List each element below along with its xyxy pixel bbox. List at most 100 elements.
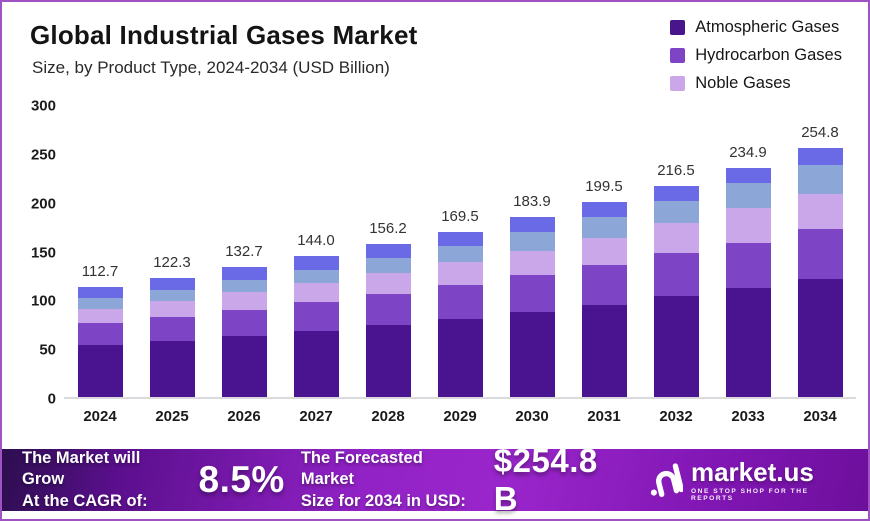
- bar-segment-unlabeled-periwinkle: [365, 244, 411, 259]
- y-tick-label: 100: [30, 292, 56, 310]
- bar-segment-hydrocarbon-gases: [437, 285, 483, 319]
- y-tick-label: 50: [39, 341, 56, 359]
- bar-total-label: 169.5: [441, 207, 479, 225]
- cagr-label-line2: At the CAGR of:: [22, 491, 148, 510]
- bar-segment-atmospheric-gases: [77, 344, 123, 397]
- bar-segment-hydrocarbon-gases: [725, 242, 771, 289]
- bar-segment-unlabeled-steel-blue: [293, 269, 339, 283]
- bar-segment-unlabeled-periwinkle: [77, 286, 123, 299]
- bar-segment-hydrocarbon-gases: [77, 322, 123, 345]
- bar-segment-unlabeled-steel-blue: [653, 201, 699, 223]
- legend-item-atmospheric-gases: Atmospheric Gases: [670, 18, 842, 37]
- x-tick-label-2030: 2030: [515, 408, 549, 425]
- bar-segment-hydrocarbon-gases: [581, 265, 627, 305]
- stacked-bar-2026: [221, 267, 267, 397]
- y-tick-label: 300: [30, 97, 56, 115]
- stacked-bar-2029: [437, 231, 483, 397]
- legend-swatch-atmospheric-gases: [670, 20, 686, 35]
- bar-segment-noble-gases: [77, 308, 123, 323]
- bar-segment-unlabeled-periwinkle: [725, 167, 771, 183]
- page-title: Global Industrial Gases Market: [30, 20, 418, 50]
- bar-segment-noble-gases: [797, 194, 843, 230]
- bar-total-label: 254.8: [801, 124, 839, 142]
- bar-total-label: 144.0: [297, 232, 335, 250]
- bar-segment-atmospheric-gases: [149, 340, 195, 397]
- bar-column-2029: 169.5: [424, 106, 496, 397]
- x-tick-label-2032: 2032: [659, 408, 693, 425]
- cagr-label-line1: The Market will Grow: [22, 449, 141, 489]
- bar-column-2025: 122.3: [136, 106, 208, 397]
- bar-segment-hydrocarbon-gases: [365, 293, 411, 326]
- marketus-logo-icon: [650, 463, 683, 498]
- x-tick-label-2025: 2025: [155, 408, 189, 425]
- stacked-bar-2030: [509, 217, 555, 397]
- bar-segment-unlabeled-periwinkle: [437, 231, 483, 246]
- bar-column-2034: 254.8: [784, 106, 856, 397]
- bar-segment-hydrocarbon-gases: [221, 309, 267, 336]
- bar-total-label: 122.3: [153, 253, 191, 271]
- bar-segment-unlabeled-steel-blue: [365, 258, 411, 273]
- legend-item-hydrocarbon-gases: Hydrocarbon Gases: [670, 46, 842, 65]
- bar-segment-unlabeled-periwinkle: [509, 217, 555, 233]
- bar-column-2032: 216.5: [640, 106, 712, 397]
- x-tick-label-2027: 2027: [299, 408, 333, 425]
- bar-total-label: 132.7: [225, 243, 263, 261]
- stacked-bar-2032: [653, 185, 699, 397]
- bar-segment-unlabeled-steel-blue: [509, 232, 555, 251]
- stacked-bar-chart: 0 50 100 150 200 250 300 112.7 122.3 132.7 144.0 1…: [14, 98, 856, 443]
- forecast-value: $254.8 B: [493, 442, 598, 517]
- bar-segment-unlabeled-steel-blue: [149, 289, 195, 302]
- cagr-label: The Market will Grow At the CAGR of:: [22, 448, 185, 511]
- cagr-banner: The Market will Grow At the CAGR of: 8.5…: [2, 442, 868, 517]
- bar-total-label: 183.9: [513, 193, 551, 211]
- bar-segment-unlabeled-periwinkle: [653, 185, 699, 202]
- x-tick-label-2028: 2028: [371, 408, 405, 425]
- stacked-bar-2034: [797, 148, 843, 397]
- bar-segment-noble-gases: [509, 250, 555, 276]
- x-tick-label-2033: 2033: [731, 408, 765, 425]
- bar-segment-noble-gases: [653, 222, 699, 253]
- y-tick-label: 0: [47, 390, 56, 408]
- x-tick-label-2024: 2024: [83, 408, 117, 425]
- x-axis-labels: 2024 2025 2026 2027 2028 2029 2030 2031 2032 2033…: [64, 408, 856, 425]
- marketus-logo: market.us ONE STOP SHOP FOR THE REPORTS: [644, 459, 852, 502]
- bar-segment-noble-gases: [581, 238, 627, 266]
- x-tick-label-2034: 2034: [803, 408, 837, 425]
- bar-segment-noble-gases: [149, 301, 195, 317]
- bar-segment-unlabeled-steel-blue: [77, 298, 123, 309]
- logo-tagline: ONE STOP SHOP FOR THE REPORTS: [690, 487, 809, 502]
- bar-segment-noble-gases: [293, 282, 339, 303]
- bar-segment-atmospheric-gases: [653, 296, 699, 397]
- bar-column-2024: 112.7: [64, 106, 136, 397]
- bar-column-2031: 199.5: [568, 106, 640, 397]
- bar-segment-hydrocarbon-gases: [293, 302, 339, 332]
- plot-area: 112.7 122.3 132.7 144.0 156.2 169.5 183.9 199.5…: [64, 106, 856, 399]
- bar-segment-atmospheric-gases: [581, 304, 627, 397]
- bar-segment-unlabeled-steel-blue: [797, 164, 843, 195]
- y-axis: 0 50 100 150 200 250 300: [14, 98, 58, 408]
- y-tick-label: 150: [30, 244, 56, 261]
- x-tick-label-2029: 2029: [443, 408, 477, 425]
- bar-segment-unlabeled-steel-blue: [581, 217, 627, 239]
- x-tick-label-2031: 2031: [587, 408, 621, 425]
- bar-total-label: 216.5: [657, 161, 695, 179]
- bar-total-label: 234.9: [729, 143, 767, 161]
- y-tick-label: 250: [30, 146, 56, 164]
- legend-swatch-noble-gases: [670, 76, 686, 91]
- bar-total-label: 112.7: [81, 262, 119, 280]
- page-subtitle: Size, by Product Type, 2024-2034 (USD Bi…: [32, 58, 390, 77]
- stacked-bar-2024: [77, 286, 123, 397]
- chart-legend: Atmospheric Gases Hydrocarbon Gases Nobl…: [670, 18, 842, 93]
- bar-total-label: 199.5: [585, 178, 623, 196]
- bar-segment-hydrocarbon-gases: [149, 316, 195, 341]
- bar-segment-noble-gases: [221, 291, 267, 310]
- bar-segment-unlabeled-periwinkle: [221, 267, 267, 281]
- bar-column-2026: 132.7: [208, 106, 280, 397]
- bar-column-2030: 183.9: [496, 106, 568, 397]
- bar-segment-atmospheric-gases: [365, 325, 411, 397]
- bar-segment-hydrocarbon-gases: [797, 229, 843, 279]
- stacked-bar-2025: [149, 277, 195, 397]
- bar-segment-noble-gases: [725, 207, 771, 243]
- logo-name: market.us: [690, 456, 814, 487]
